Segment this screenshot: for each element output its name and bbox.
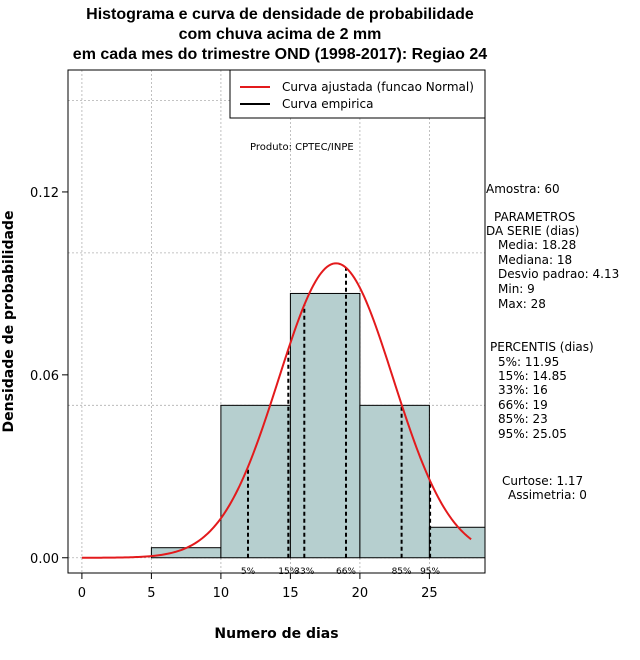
y-axis-label: Densidade de probabilidade <box>1 211 17 433</box>
percentile-label: 95% <box>420 567 440 577</box>
y-tick-label: 0.00 <box>30 552 59 567</box>
stat-amostra: Amostra: 60 <box>486 182 560 196</box>
stat-curtose: Curtose: 1.17 <box>502 474 584 488</box>
x-tick-label: 25 <box>421 586 438 601</box>
x-tick-label: 5 <box>147 586 155 601</box>
histogram-bar <box>359 404 430 559</box>
stat-p15: 15%: 14.85 <box>498 369 567 383</box>
chart-title-line2: com chuva acima de 2 mm <box>178 26 382 43</box>
percentile-label: 5% <box>241 567 256 577</box>
stat-p66: 66%: 19 <box>498 398 548 412</box>
y-tick-label: 0.12 <box>30 186 59 201</box>
histogram-bar <box>428 526 486 559</box>
chart-title-line1: Histograma e curva de densidade de proba… <box>86 6 474 23</box>
stat-percentis-title: PERCENTIS (dias) <box>490 340 594 354</box>
histogram-bar <box>150 547 222 559</box>
stat-min: Min: 9 <box>498 282 535 296</box>
normal-fit-curve <box>81 262 472 559</box>
stat-p85: 85%: 23 <box>498 412 548 426</box>
stat-p95: 95%: 25.05 <box>498 427 567 441</box>
credit-text: Produto: CPTEC/INPE <box>250 142 354 153</box>
stat-max: Max: 28 <box>498 297 546 311</box>
x-tick-label: 15 <box>282 586 299 601</box>
x-tick-label: 0 <box>78 586 86 601</box>
histogram-bar <box>289 292 361 559</box>
legend-label-empirical: Curva empirica <box>282 97 373 111</box>
stat-assimetria: Assimetria: 0 <box>508 488 587 502</box>
percentile-label: 66% <box>336 567 356 577</box>
percentile-label: 85% <box>392 567 412 577</box>
x-tick-label: 20 <box>352 586 369 601</box>
y-tick-label: 0.06 <box>30 369 59 384</box>
stat-desvio: Desvio padrao: 4.13 <box>498 267 620 281</box>
percentile-label: 33% <box>294 567 314 577</box>
percentile-label: 15% <box>278 567 298 577</box>
legend-label-fit: Curva ajustada (funcao Normal) <box>282 80 474 94</box>
x-tick-label: 10 <box>213 586 230 601</box>
stat-params-title1: PARAMETROS <box>494 210 576 224</box>
stat-mediana: Mediana: 18 <box>498 253 573 267</box>
histogram-bar <box>220 404 291 559</box>
x-axis-label: Numero de dias <box>214 626 338 642</box>
chart-title-line3: em cada mes do trimestre OND (1998-2017)… <box>72 46 488 63</box>
stat-p33: 33%: 16 <box>498 383 548 397</box>
stat-p5: 5%: 11.95 <box>498 355 560 369</box>
legend: Curva ajustada (funcao Normal) Curva emp… <box>229 69 486 119</box>
stat-params-title2: DA SERIE (dias) <box>486 224 580 238</box>
stat-media: Media: 18.28 <box>498 238 577 252</box>
